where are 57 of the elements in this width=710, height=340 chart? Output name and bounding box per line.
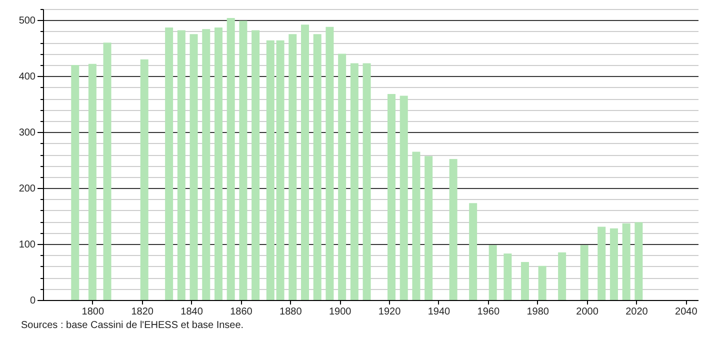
bar — [71, 64, 80, 300]
bar — [165, 27, 174, 300]
x-tick-label: 1940 — [428, 306, 451, 318]
y-tick-label: 400 — [18, 72, 36, 83]
y-tick-label: 200 — [18, 184, 36, 195]
bar — [610, 228, 618, 300]
bar — [140, 59, 148, 300]
y-tick-label: 0 — [30, 296, 36, 306]
x-tick-label: 2020 — [626, 306, 648, 318]
bar — [226, 18, 235, 300]
bar — [520, 262, 529, 300]
y-tick-label: 500 — [18, 16, 36, 27]
bar — [326, 26, 334, 300]
bar — [214, 27, 222, 300]
x-tick-label: 1900 — [328, 306, 352, 318]
bar — [88, 64, 96, 300]
bar — [449, 158, 458, 300]
bar — [622, 223, 630, 300]
bar — [412, 152, 420, 300]
x-tick-label: 1840 — [180, 306, 204, 318]
y-tick-label: 100 — [18, 240, 36, 251]
bar — [634, 222, 643, 300]
bar — [190, 34, 198, 300]
x-tick-label: 1980 — [526, 306, 550, 318]
x-tick-label: 1920 — [378, 306, 402, 318]
source-note: Sources : base Cassini de l'EHESS et base Insee. — [21, 320, 244, 331]
bar — [388, 94, 396, 300]
bar — [266, 40, 274, 300]
bar — [362, 63, 371, 300]
bar — [504, 254, 512, 300]
bar — [252, 30, 260, 300]
bar — [202, 29, 210, 300]
bar — [488, 245, 497, 300]
x-tick-label: 1860 — [230, 306, 253, 318]
x-tick-label: 2040 — [675, 306, 698, 318]
x-tick-label: 2000 — [576, 306, 599, 318]
bar — [400, 96, 408, 300]
x-tick-label: 1820 — [131, 306, 154, 318]
bar — [338, 54, 346, 300]
bar — [558, 252, 566, 300]
bar — [469, 203, 478, 300]
bar — [288, 34, 297, 300]
bar — [313, 34, 322, 300]
bar — [598, 226, 606, 300]
x-tick-label: 1880 — [280, 306, 302, 318]
bar — [239, 20, 248, 300]
x-tick-label: 1960 — [477, 306, 500, 318]
bar — [301, 24, 309, 300]
bar — [177, 30, 186, 300]
bar — [103, 42, 112, 300]
bar — [350, 63, 358, 300]
y-tick-label: 300 — [18, 128, 36, 139]
x-tick-label: 1800 — [82, 306, 104, 318]
bar — [538, 266, 546, 300]
bar — [276, 40, 284, 300]
bar — [580, 245, 588, 300]
bar — [424, 156, 433, 300]
